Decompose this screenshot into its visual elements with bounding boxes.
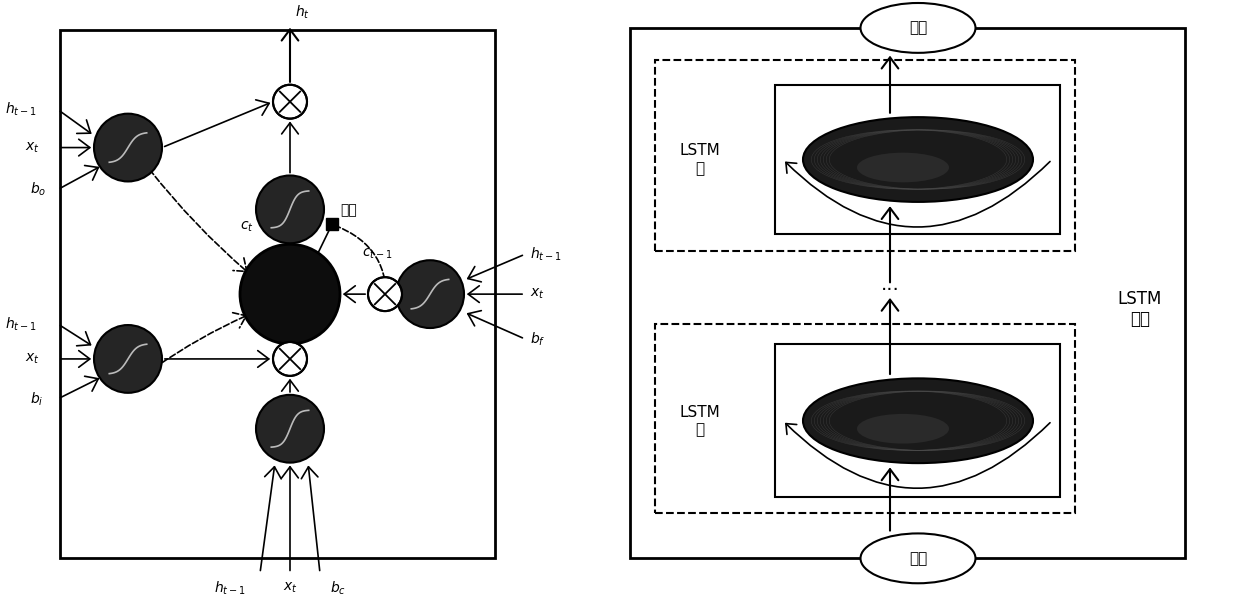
Text: $x_t$: $x_t$ [25, 352, 40, 366]
Ellipse shape [241, 244, 340, 344]
Text: LSTM
网络: LSTM 网络 [1117, 290, 1162, 328]
Text: $h_t$: $h_t$ [295, 3, 310, 20]
Bar [655, 324, 1075, 513]
Ellipse shape [857, 414, 949, 444]
Text: $c_t$: $c_t$ [241, 219, 254, 234]
Text: $h_{t-1}$: $h_{t-1}$ [5, 315, 37, 332]
Ellipse shape [255, 395, 324, 462]
Text: $h_{t-1}$: $h_{t-1}$ [5, 101, 37, 119]
Text: $h_{t-1}$: $h_{t-1}$ [215, 580, 246, 597]
Text: 输入: 输入 [909, 551, 928, 566]
Ellipse shape [861, 534, 976, 583]
Text: $b_o$: $b_o$ [30, 181, 46, 198]
Ellipse shape [255, 176, 324, 243]
Ellipse shape [861, 3, 976, 53]
Bar [775, 344, 1060, 497]
Ellipse shape [857, 153, 949, 182]
Circle shape [273, 84, 308, 119]
Ellipse shape [94, 325, 162, 393]
Ellipse shape [396, 260, 464, 328]
Ellipse shape [94, 114, 162, 181]
Text: LSTM
层: LSTM 层 [680, 404, 720, 437]
Text: $b_f$: $b_f$ [529, 330, 546, 347]
Circle shape [273, 342, 308, 376]
Text: 延迟: 延迟 [340, 204, 357, 217]
Text: $h_{t-1}$: $h_{t-1}$ [529, 246, 562, 263]
Text: ···: ··· [880, 281, 899, 300]
Text: LSTM
层: LSTM 层 [680, 143, 720, 176]
Text: $c_{t-1}$: $c_{t-1}$ [362, 247, 393, 261]
Circle shape [368, 277, 402, 311]
Text: $b_i$: $b_i$ [30, 390, 43, 407]
Text: 输出: 输出 [909, 20, 928, 35]
Text: $x_t$: $x_t$ [25, 140, 40, 155]
Bar [60, 30, 495, 558]
Bar [326, 219, 339, 231]
Bar [630, 28, 1185, 558]
Text: $b_c$: $b_c$ [330, 580, 346, 597]
Ellipse shape [804, 117, 1033, 202]
Bar [655, 60, 1075, 251]
Text: $x_t$: $x_t$ [529, 287, 544, 301]
Bar [775, 84, 1060, 234]
Ellipse shape [804, 379, 1033, 463]
Text: $x_t$: $x_t$ [283, 581, 298, 595]
